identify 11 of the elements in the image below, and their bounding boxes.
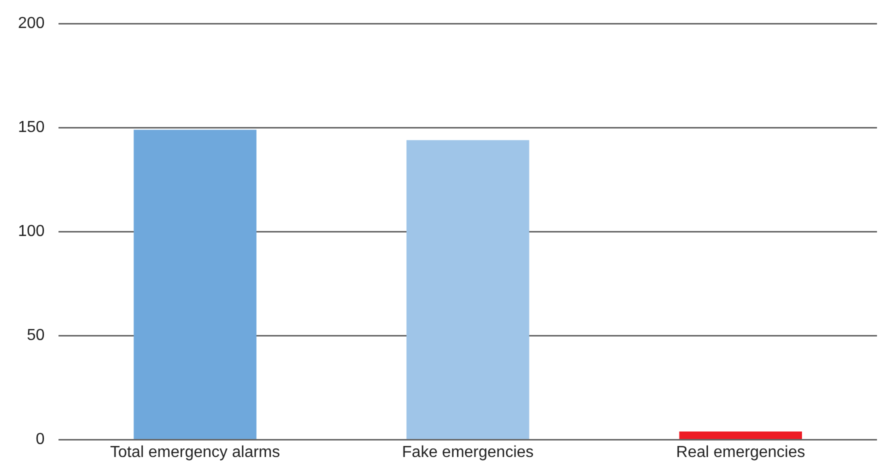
bar: [679, 431, 802, 440]
x-tick-label: Total emergency alarms: [110, 444, 280, 461]
y-tick-label: 200: [18, 15, 45, 32]
bar: [406, 140, 530, 440]
x-tick-label: Real emergencies: [676, 444, 806, 461]
x-tick-label: Fake emergencies: [402, 444, 534, 461]
y-tick-label: 50: [26, 327, 45, 344]
y-tick-label: 0: [36, 431, 45, 448]
bar: [134, 130, 256, 440]
y-tick-label: 100: [18, 223, 45, 240]
y-tick-label: 150: [18, 119, 45, 136]
